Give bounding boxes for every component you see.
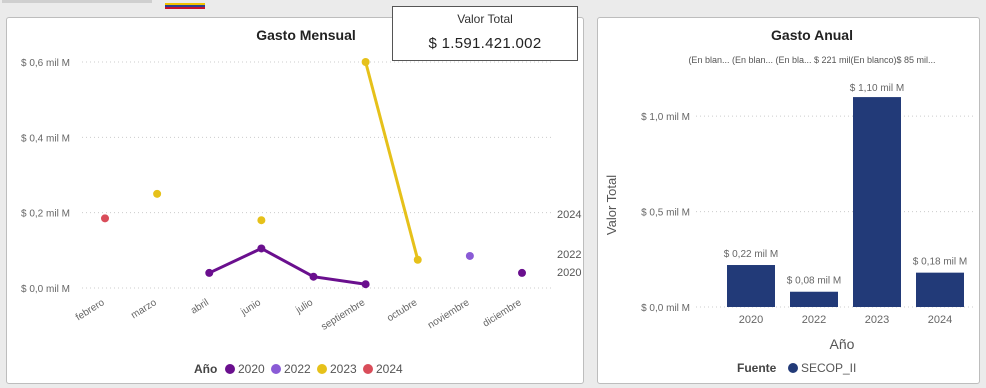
bar-2023 <box>853 97 901 307</box>
legend-label: 2023 <box>330 362 357 376</box>
legend-swatch <box>271 364 281 374</box>
legend-swatch <box>225 364 235 374</box>
data-point-2020 <box>518 268 526 277</box>
y-tick-label: $ 0,2 mil M <box>21 209 70 220</box>
legend-label: 2020 <box>238 362 265 376</box>
data-point-2020 <box>361 280 370 289</box>
data-label: $ 0,18 mil M <box>913 257 967 268</box>
data-label: $ 0,22 mil M <box>724 249 778 260</box>
x-tick-label: noviembre <box>426 297 472 331</box>
data-point-2020 <box>257 244 266 253</box>
legend-swatch <box>363 364 373 374</box>
y-tick-label: $ 0,5 mil M <box>641 208 690 219</box>
header-fragment <box>2 0 152 3</box>
y-tick-label: $ 0,6 mil M <box>21 58 70 69</box>
y-tick-label: $ 0,0 mil M <box>641 303 690 314</box>
gasto-anual-chart: Gasto Anual (En blan... (En blan... (En … <box>604 27 973 375</box>
series-end-label: 2022 <box>557 249 581 261</box>
x-tick-label: 2020 <box>739 314 763 326</box>
x-axis-title: Año <box>830 336 855 352</box>
bar-2022 <box>790 291 838 307</box>
card-label: Valor Total <box>457 12 513 26</box>
data-point-2022 <box>465 251 474 260</box>
x-tick-label: abril <box>189 297 211 316</box>
legend-title: Año <box>194 362 217 376</box>
gasto-mensual-panel: Gasto Mensual $ 0,0 mil M $ 0,2 mil M $ 0,… <box>6 17 584 384</box>
gasto-anual-panel: Gasto Anual (En blan... (En blan... (En … <box>597 17 980 384</box>
series-line-2023 <box>364 61 420 261</box>
y-tick-label: $ 0,4 mil M <box>21 133 70 144</box>
data-point-2023 <box>153 189 162 198</box>
x-tick-label: 2022 <box>802 314 826 326</box>
x-tick-label: marzo <box>129 297 159 321</box>
y-tick-label: $ 0,0 mil M <box>21 284 70 295</box>
x-tick-label: 2024 <box>928 314 952 326</box>
legend-swatch <box>788 363 798 373</box>
x-tick-label: febrero <box>74 297 107 323</box>
x-tick-label: septiembre <box>319 297 367 333</box>
legend-label: 2022 <box>284 362 311 376</box>
x-tick-label: julio <box>293 297 315 317</box>
series-line-2020 <box>208 246 366 286</box>
data-point-2020 <box>309 272 318 281</box>
bar-2024 <box>916 272 964 307</box>
series-end-label: 2024 <box>557 209 581 221</box>
legend-swatch <box>317 364 327 374</box>
gasto-mensual-chart: Gasto Mensual $ 0,0 mil M $ 0,2 mil M $ 0,… <box>21 27 581 376</box>
card-value: $ 1.591.421.002 <box>428 35 542 52</box>
legend-label: 2024 <box>376 362 403 376</box>
flag-decoration <box>165 3 205 9</box>
x-tick-label: diciembre <box>481 297 524 330</box>
valor-total-card: Valor Total $ 1.591.421.002 <box>392 6 578 61</box>
x-tick-label: junio <box>238 297 263 318</box>
chart-title: Gasto Mensual <box>256 27 356 43</box>
data-point-2023 <box>361 58 370 66</box>
data-point-2023 <box>257 216 266 225</box>
y-tick-label: $ 1,0 mil M <box>641 112 690 123</box>
x-tick-label: octubre <box>385 297 419 324</box>
data-point-2023 <box>413 255 422 264</box>
legend-title: Fuente <box>737 361 777 375</box>
chart-title: Gasto Anual <box>771 27 853 43</box>
y-axis-title: Valor Total <box>604 175 619 235</box>
overflow-labels: (En blan... (En blan... (En bla... $ 221… <box>688 55 935 65</box>
series-end-label: 2020 <box>557 267 581 279</box>
bar-2020 <box>727 265 775 307</box>
legend-label: SECOP_II <box>801 361 856 375</box>
data-label: $ 0,08 mil M <box>787 276 841 287</box>
data-point-2024 <box>101 214 109 223</box>
x-tick-label: 2023 <box>865 314 889 326</box>
data-point-2020 <box>205 268 214 277</box>
data-label: $ 1,10 mil M <box>850 83 904 94</box>
